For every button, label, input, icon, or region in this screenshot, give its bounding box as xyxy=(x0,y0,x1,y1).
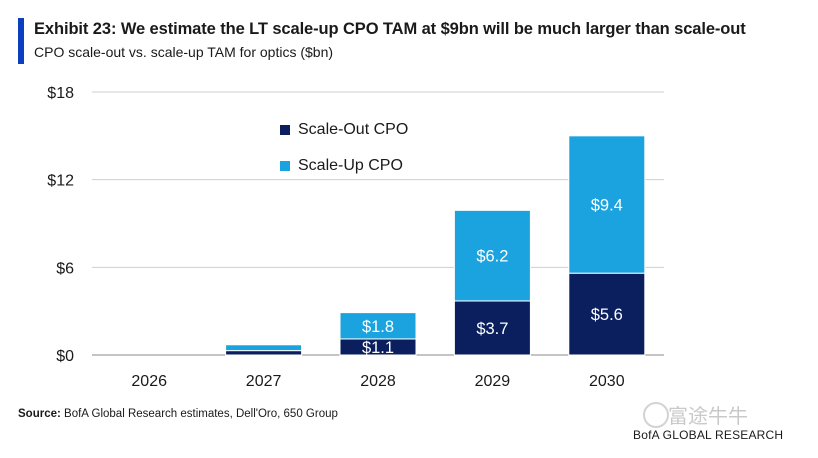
x-tick-label: 2029 xyxy=(475,373,511,390)
bar-scale-up xyxy=(568,135,646,274)
x-tick-label: 2028 xyxy=(360,373,396,390)
legend-item-scale-out: Scale-Out CPO xyxy=(280,112,408,148)
source-note: Source: BofA Global Research estimates, … xyxy=(18,408,338,420)
accent-bar xyxy=(18,18,24,64)
legend-swatch-scale-up xyxy=(280,161,290,171)
data-label: $1.1 xyxy=(362,339,394,357)
watermark: 富途牛牛 xyxy=(668,406,748,428)
legend-item-scale-up: Scale-Up CPO xyxy=(280,148,408,184)
chart-subtitle: CPO scale-out vs. scale-up TAM for optic… xyxy=(34,44,334,60)
data-label: $5.6 xyxy=(591,306,623,324)
legend-label-scale-up: Scale-Up CPO xyxy=(298,157,403,174)
data-label: $9.4 xyxy=(591,197,623,215)
y-tick-label: $6 xyxy=(56,260,74,277)
bar-scale-up xyxy=(225,344,303,352)
legend: Scale-Out CPO Scale-Up CPO xyxy=(280,112,408,184)
chart-title: Exhibit 23: We estimate the LT scale-up … xyxy=(34,20,746,38)
legend-label-scale-out: Scale-Out CPO xyxy=(298,121,409,138)
bar-scale-out xyxy=(225,350,303,356)
watermark-logo-icon xyxy=(643,402,669,428)
y-tick-label: $12 xyxy=(47,173,74,190)
x-tick-label: 2026 xyxy=(131,373,167,390)
y-tick-label: $18 xyxy=(47,85,74,102)
source-text: BofA Global Research estimates, Dell'Oro… xyxy=(60,408,338,420)
brand-label: BofA GLOBAL RESEARCH xyxy=(633,428,784,442)
x-tick-label: 2030 xyxy=(589,373,625,390)
bar-scale-out xyxy=(453,300,531,356)
data-label: $1.8 xyxy=(362,318,394,336)
y-tick-label: $0 xyxy=(56,348,74,365)
data-label: $3.7 xyxy=(476,320,508,338)
bar-scale-up xyxy=(339,312,417,340)
bar-scale-up xyxy=(453,209,531,302)
legend-swatch-scale-out xyxy=(280,125,290,135)
source-label: Source: xyxy=(18,408,61,420)
x-tick-label: 2027 xyxy=(246,373,282,390)
bar-scale-out xyxy=(568,272,646,356)
data-label: $6.2 xyxy=(476,248,508,266)
